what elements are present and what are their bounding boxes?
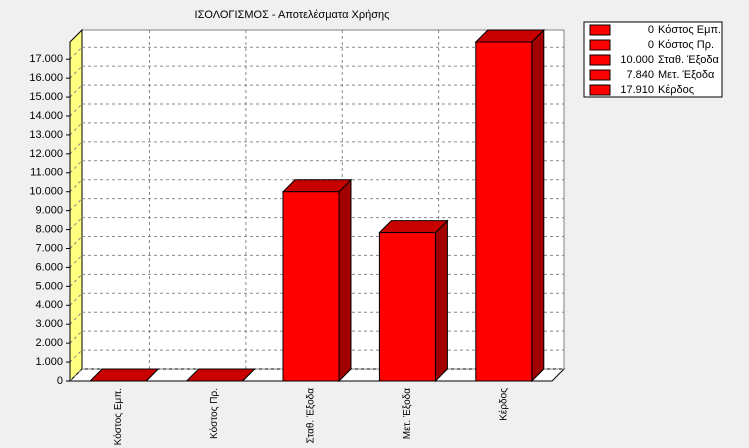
x-tick-label: Κέρδος [497,388,509,421]
legend-label: Κόστος Εμπ. [658,24,721,36]
grid-line-wall [69,65,83,79]
legend-label: Κόστος Πρ. [658,39,714,51]
legend-label: Σταθ. Έξοδα [658,54,720,66]
y-tick-label: 14.000 [29,110,63,122]
legend-swatch [589,24,611,36]
y-tick-label: 16.000 [29,72,63,84]
grid-line-wall [69,255,83,268]
bar-top [281,179,353,193]
y-tick-label: 3.000 [35,318,63,330]
grid-line-wall [69,103,83,117]
bar-side [531,28,545,383]
bar-side [434,219,448,383]
bar-top [378,220,449,234]
bar-top [185,368,256,382]
chart-title: ΙΣΟΛΟΓΙΣΜΟΣ - Αποτελέσματα Χρήσης [195,9,390,21]
bar [475,41,533,382]
x-tick-label: Κόστος Εμπ. [112,388,124,445]
x-tick-label: Κόστος Πρ. [208,388,220,439]
legend-value: 7.840 [626,69,654,81]
bar-top [474,29,546,43]
legend-value: 10.000 [620,54,654,66]
grid-line-wall [69,236,83,249]
legend-swatch [589,69,611,81]
grid-line-wall [69,330,83,344]
grid-line-wall [69,292,83,306]
x-tick-label: Σταθ. Έξοδα [306,388,317,444]
y-tick-label: 8.000 [35,223,63,235]
legend-value: 0 [648,24,654,36]
grid-line-wall [69,179,83,193]
grid-line-wall [69,160,83,174]
left-wall [69,28,83,383]
y-tick-label: 9.000 [35,205,63,217]
y-tick-label: 6.000 [35,261,63,273]
legend-value: 0 [648,39,654,51]
grid-line-wall [69,217,83,230]
legend-swatch [589,39,611,51]
grid-line-wall [69,349,83,363]
y-tick-label: 11.000 [30,167,63,179]
y-tick-label: 13.000 [29,129,63,141]
y-tick-label: 2.000 [35,337,63,349]
x-tick-label: Μετ. Έξοδα [402,388,413,439]
legend: 0 Κόστος Εμπ. 0 Κόστος Πρ. 10.000 Σταθ. Έξοδα… [583,21,723,98]
y-tick-label: 1.000 [35,356,63,368]
grid-line-wall [69,198,83,212]
bar-side [338,178,352,383]
legend-value: 17.910 [620,84,654,96]
grid-line-wall [69,311,83,325]
y-tick-label: 5.000 [35,280,63,292]
legend-label: Μετ. Έξοδα [658,69,715,81]
y-tick-label: 4.000 [35,299,63,311]
y-tick-label: 10.000 [29,186,63,198]
legend-label: Κέρδος [658,84,694,96]
y-tick-label: 0 [57,375,63,387]
grid-line-wall [69,46,83,60]
grid-line-wall [69,141,83,155]
bar-top [88,368,160,382]
y-tick-label: 12.000 [29,148,63,160]
grid-line-wall [69,84,83,98]
y-tick-label: 15.000 [29,91,63,103]
y-tick-label: 17.000 [29,53,63,65]
y-tick-label: 7.000 [35,242,63,254]
legend-swatch [589,84,611,96]
grid-line-wall [69,368,83,382]
bar [378,232,436,382]
grid-line-wall [69,122,83,136]
grid-line-wall [69,274,83,287]
legend-swatch [589,54,611,66]
bar [282,191,340,382]
